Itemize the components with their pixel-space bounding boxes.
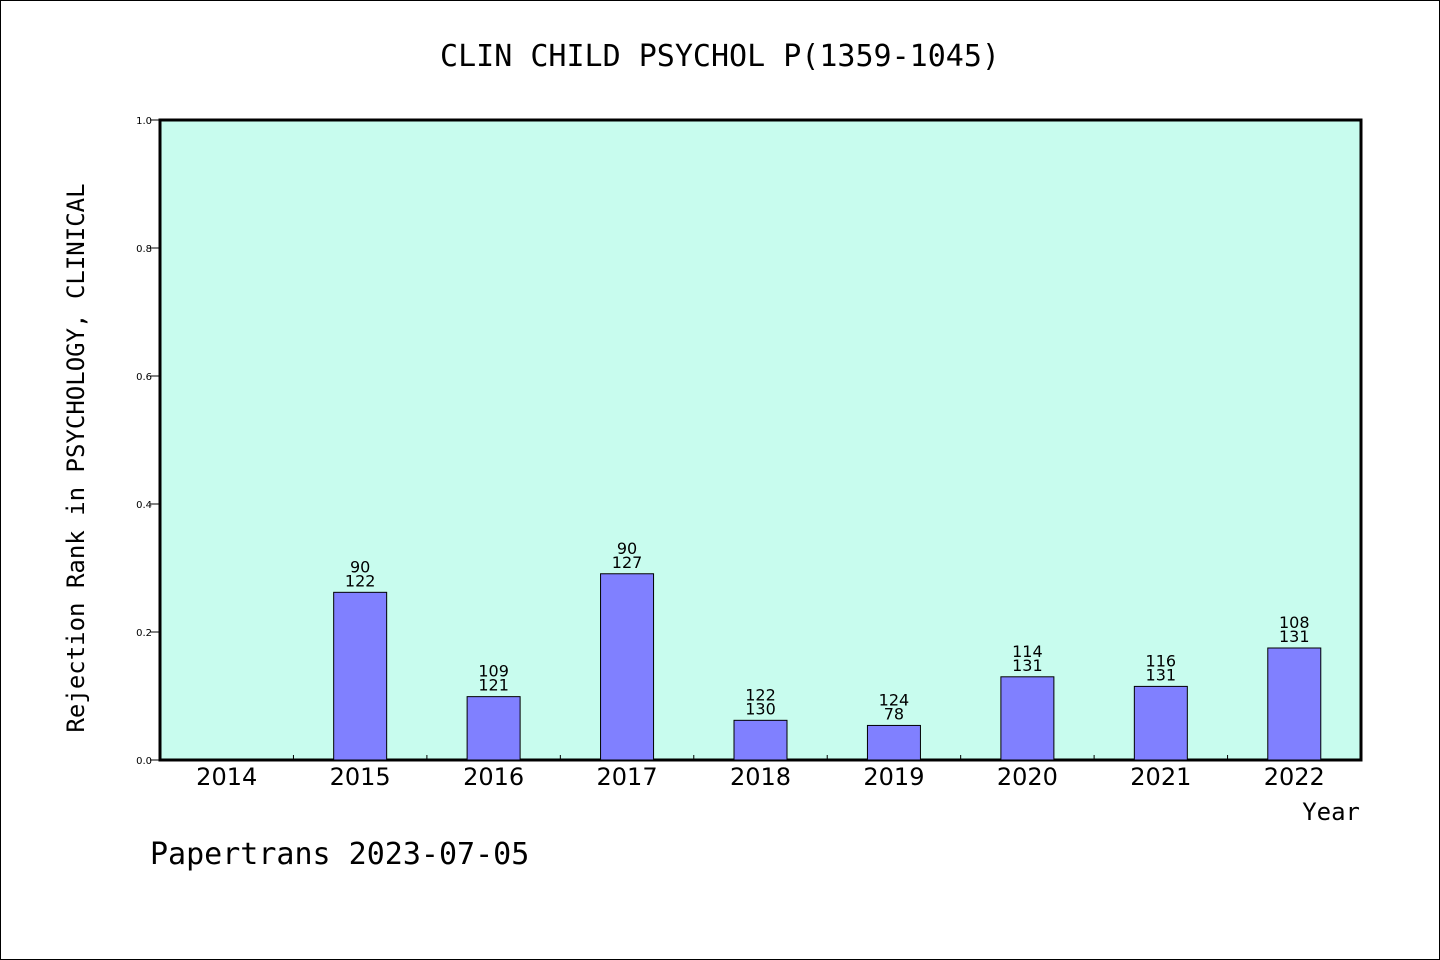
bar-label-top: 122 <box>745 685 776 704</box>
x-axis-label: Year <box>1302 798 1360 826</box>
y-axis-label: Rejection Rank in PSYCHOLOGY, CLINICAL <box>62 183 90 732</box>
x-tick-label: 2015 <box>330 763 391 791</box>
bar-label-bottom: 131 <box>1012 656 1043 675</box>
footer-watermark: Papertrans 2023-07-05 <box>150 837 529 872</box>
bar-2020 <box>1000 676 1055 761</box>
bar-2022 <box>1267 647 1322 761</box>
y-tick-label: 0.6 <box>136 372 152 383</box>
bar-label-top: 109 <box>478 662 509 681</box>
y-tick-label: 0.4 <box>136 500 152 511</box>
y-axis-ticks: 0.0 0.2 0.4 0.6 0.8 1.0 <box>136 116 160 767</box>
bar-label-top: 90 <box>350 557 370 576</box>
bar-2021 <box>1133 685 1188 761</box>
x-tick-label: 2021 <box>1130 763 1191 791</box>
bar-label-top: 108 <box>1279 613 1310 632</box>
x-tick-label: 2014 <box>196 763 257 791</box>
y-tick-label: 0.8 <box>136 244 152 255</box>
chart-title: CLIN CHILD PSYCHOL P(1359-1045) <box>440 39 1000 74</box>
bar-label-top: 116 <box>1146 651 1177 670</box>
bar-label-bottom: 121 <box>478 676 509 695</box>
bar-label-top: 90 <box>617 539 637 558</box>
x-tick-label: 2022 <box>1264 763 1325 791</box>
bar-label-bottom: 131 <box>1279 627 1310 646</box>
y-tick-label: 1.0 <box>136 116 152 127</box>
bar-label-bottom: 130 <box>745 699 776 718</box>
bar-label-top: 114 <box>1012 642 1043 661</box>
x-tick-label: 2019 <box>863 763 924 791</box>
bar-2017 <box>600 573 655 761</box>
y-tick-label: 0.0 <box>136 756 152 767</box>
x-tick-label: 2020 <box>997 763 1058 791</box>
x-axis-ticks: 2014 2015 2016 2017 2018 2019 2020 2021 2022 <box>196 755 1325 791</box>
bars-group: 1229012110912790130122781241311141311161… <box>333 539 1322 761</box>
y-tick-label: 0.2 <box>136 628 152 639</box>
x-tick-label: 2016 <box>463 763 524 791</box>
bar-label-bottom: 122 <box>345 571 376 590</box>
bar-2019 <box>866 724 921 761</box>
x-tick-label: 2017 <box>597 763 658 791</box>
bar-2018 <box>733 719 788 761</box>
bar-label-top: 124 <box>879 690 910 709</box>
bar-label-bottom: 131 <box>1146 665 1177 684</box>
bar-label-bottom: 78 <box>884 704 904 723</box>
bar-2016 <box>466 696 521 761</box>
bar-2015 <box>333 591 388 761</box>
x-tick-label: 2018 <box>730 763 791 791</box>
bar-label-bottom: 127 <box>612 553 643 572</box>
